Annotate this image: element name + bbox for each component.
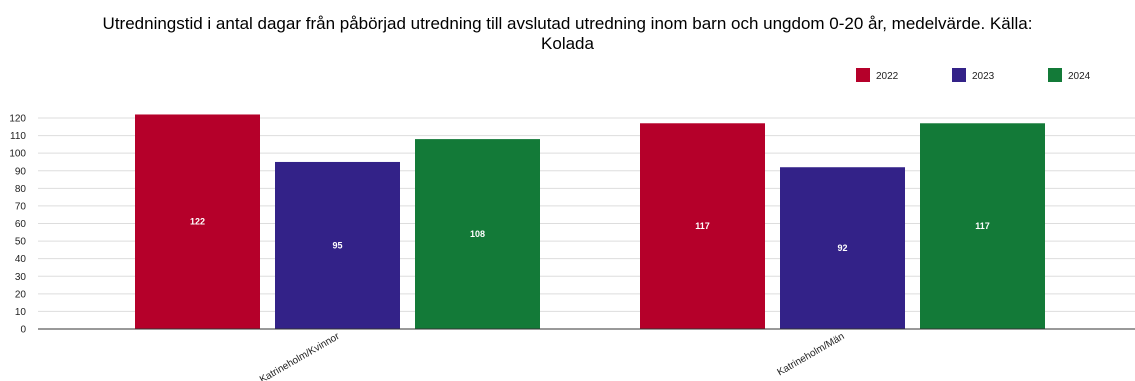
legend-swatch-2023	[952, 68, 966, 82]
legend-label: 2022	[876, 71, 899, 82]
legend-swatch-2024	[1048, 68, 1062, 82]
y-tick-label: 20	[15, 289, 27, 300]
y-tick-label: 50	[15, 237, 27, 248]
y-tick-label: 70	[15, 201, 27, 212]
data-label: 122	[190, 217, 205, 227]
chart-title: Utredningstid i antal dagar från påbörja…	[102, 14, 1033, 53]
bar-2023-1	[780, 167, 905, 329]
y-tick-label: 10	[15, 307, 27, 318]
legend-swatch-2022	[856, 68, 870, 82]
data-labels: 122 95 108 117 92 117	[190, 217, 990, 253]
y-tick-label: 40	[15, 254, 27, 265]
y-tick-label: 60	[15, 219, 27, 230]
y-tick-label: 100	[9, 149, 26, 160]
category-label: Katrineholm/Kvinnor	[258, 331, 342, 381]
data-label: 92	[837, 243, 847, 253]
bar-2022-1	[640, 123, 765, 330]
y-tick-label: 80	[15, 184, 27, 195]
data-label: 117	[975, 221, 990, 231]
legend-label: 2024	[1068, 71, 1091, 82]
bar-2024-1	[920, 123, 1045, 330]
category-label: Katrineholm/Män	[776, 331, 847, 378]
data-label: 117	[695, 221, 710, 231]
y-tick-label: 110	[10, 131, 26, 142]
bar-2024-0	[415, 139, 540, 329]
y-tick-label: 90	[15, 166, 27, 177]
y-tick-label: 30	[15, 272, 27, 283]
data-label: 95	[332, 240, 342, 250]
y-tick-label: 120	[9, 114, 26, 125]
x-axis-category-labels: Katrineholm/Kvinnor Katrineholm/Män	[258, 331, 846, 381]
bar-2022-0	[135, 114, 260, 329]
bars	[135, 114, 1045, 330]
bar-2023-0	[275, 161, 400, 329]
legend-label: 2023	[972, 71, 995, 82]
data-label: 108	[470, 229, 485, 239]
legend: 2022 2023 2024	[856, 68, 1091, 82]
y-tick-label: 0	[20, 325, 26, 336]
y-axis-ticks: 0 10 20 30 40 50 60 70 80 90 100 110 120	[9, 114, 26, 336]
